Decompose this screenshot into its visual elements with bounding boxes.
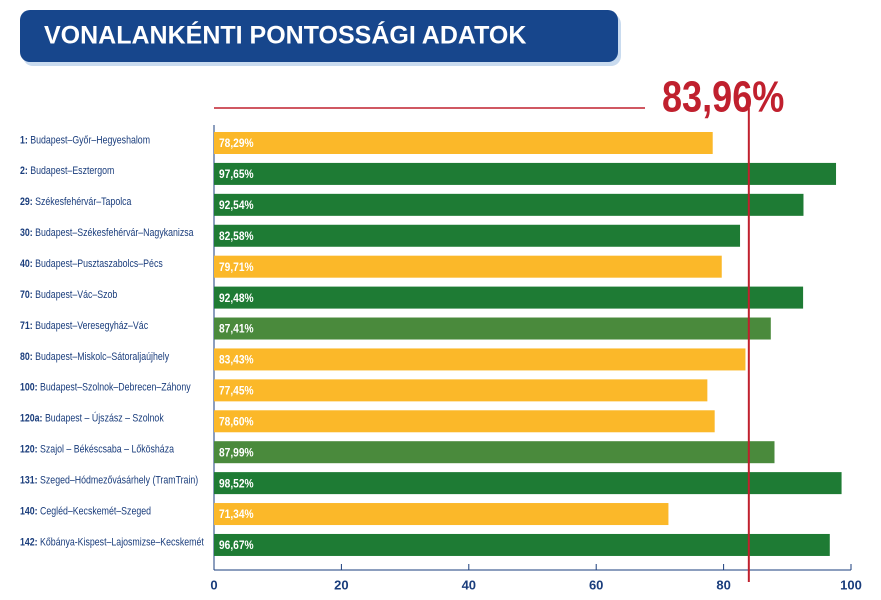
route-name: Budapest–Székesfehérvár–Nagykanizsa	[33, 227, 194, 239]
value-label: 71,34%	[219, 509, 254, 522]
route-name: Budapest–Pusztaszabolcs–Pécs	[33, 258, 163, 270]
category-label: 100: Budapest–Szolnok–Debrecen–Záhony	[20, 381, 191, 393]
line-number: 80:	[20, 351, 33, 363]
category-label: 40: Budapest–Pusztaszabolcs–Pécs	[20, 258, 163, 270]
bar	[214, 441, 775, 464]
route-name: Székesfehérvár–Tapolca	[33, 196, 132, 208]
route-name: Budapest–Esztergom	[28, 165, 115, 177]
reference-label: 83,96%	[662, 72, 784, 121]
route-name: Budapest–Veresegyház–Vác	[33, 320, 148, 332]
bar	[214, 224, 741, 247]
title-box	[20, 10, 618, 62]
route-name: Szeged–Hódmezővásárhely (TramTrain)	[38, 474, 199, 486]
value-label: 87,41%	[219, 323, 254, 336]
category-label: 120a: Budapest – Újszász – Szolnok	[20, 412, 164, 424]
chart-title: VONALANKÉNTI PONTOSSÁGI ADATOK	[44, 21, 526, 50]
line-number: 2:	[20, 165, 28, 177]
line-number: 100:	[20, 381, 38, 393]
line-number: 131:	[20, 474, 38, 486]
category-label: 142: Kőbánya-Kispest–Lajosmizse–Kecskemé…	[20, 536, 204, 548]
x-tick-label: 40	[462, 577, 476, 592]
route-name: Budapest–Miskolc–Sátoraljaújhely	[33, 351, 169, 363]
x-tick-label: 20	[334, 577, 348, 592]
category-label: 30: Budapest–Székesfehérvár–Nagykanizsa	[20, 227, 194, 239]
route-name: Budapest–Vác–Szob	[33, 289, 118, 301]
route-name: Budapest – Újszász – Szolnok	[43, 412, 164, 424]
category-label: 131: Szeged–Hódmezővásárhely (TramTrain)	[20, 474, 198, 486]
category-label: 120: Szajol – Békéscsaba – Lőkösháza	[20, 443, 174, 455]
route-name: Kőbánya-Kispest–Lajosmizse–Kecskemét	[38, 536, 204, 548]
bar	[214, 533, 830, 556]
line-number: 1:	[20, 134, 28, 146]
category-label: 1: Budapest–Győr–Hegyeshalom	[20, 134, 150, 146]
value-label: 92,54%	[219, 199, 254, 212]
x-tick-label: 60	[589, 577, 603, 592]
bar	[214, 348, 746, 371]
category-label: 2: Budapest–Esztergom	[20, 165, 114, 177]
category-label: 71: Budapest–Veresegyház–Vác	[20, 320, 148, 332]
line-number: 142:	[20, 536, 38, 548]
line-number: 71:	[20, 320, 33, 332]
value-label: 87,99%	[219, 447, 254, 460]
line-number: 70:	[20, 289, 33, 301]
value-label: 77,45%	[219, 385, 254, 398]
value-label: 97,65%	[219, 168, 254, 181]
line-number: 40:	[20, 258, 33, 270]
line-number: 29:	[20, 196, 33, 208]
value-label: 79,71%	[219, 261, 254, 274]
line-number: 120a:	[20, 412, 43, 424]
category-label: 70: Budapest–Vác–Szob	[20, 289, 118, 301]
bar	[214, 472, 842, 495]
line-number: 140:	[20, 505, 38, 517]
bar	[214, 255, 722, 278]
route-name: Szajol – Békéscsaba – Lőkösháza	[38, 443, 175, 455]
bar	[214, 317, 771, 340]
value-label: 78,60%	[219, 416, 254, 429]
line-number: 120:	[20, 443, 38, 455]
value-label: 82,58%	[219, 230, 254, 243]
x-tick-label: 100	[840, 577, 862, 592]
bar	[214, 503, 669, 526]
value-label: 83,43%	[219, 354, 254, 367]
value-label: 98,52%	[219, 478, 254, 491]
category-label: 80: Budapest–Miskolc–Sátoraljaújhely	[20, 351, 169, 363]
bar	[214, 379, 708, 402]
x-tick-label: 0	[210, 577, 217, 592]
category-label: 140: Cegléd–Kecskemét–Szeged	[20, 505, 151, 517]
value-label: 92,48%	[219, 292, 254, 305]
route-name: Cegléd–Kecskemét–Szeged	[38, 505, 151, 517]
route-name: Budapest–Szolnok–Debrecen–Záhony	[38, 381, 191, 393]
category-label: 29: Székesfehérvár–Tapolca	[20, 196, 132, 208]
x-tick-label: 80	[716, 577, 730, 592]
bar	[214, 410, 715, 433]
bar	[214, 193, 804, 216]
bar	[214, 286, 804, 309]
line-number: 30:	[20, 227, 33, 239]
route-name: Budapest–Győr–Hegyeshalom	[28, 134, 150, 146]
value-label: 78,29%	[219, 137, 254, 150]
value-label: 96,67%	[219, 539, 254, 552]
bar	[214, 132, 713, 154]
bar	[214, 162, 837, 185]
